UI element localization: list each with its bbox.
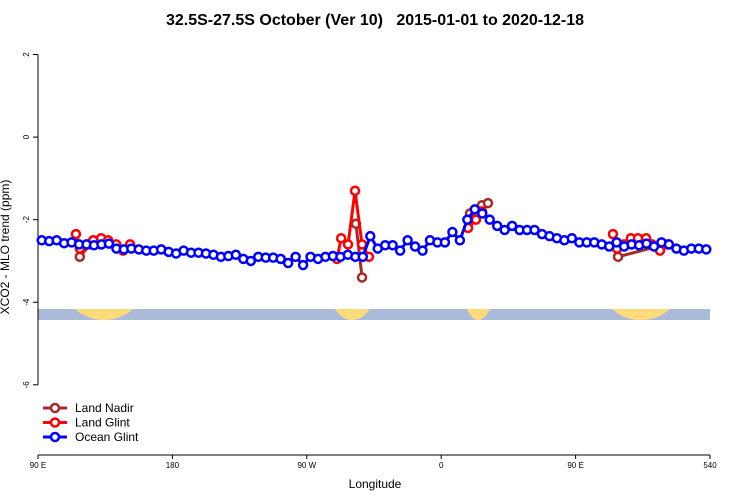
data-point xyxy=(335,232,347,244)
data-point xyxy=(103,238,115,249)
x-tick-label: 90 E xyxy=(30,461,46,470)
data-point xyxy=(462,214,473,225)
data-point xyxy=(275,253,286,265)
data-point xyxy=(365,230,376,242)
x-axis-label: Longitude xyxy=(349,477,402,491)
x-tick-label: 90 E xyxy=(567,461,583,470)
data-point xyxy=(482,197,494,209)
data-point xyxy=(447,226,458,238)
y-tick-label: -4 xyxy=(22,298,31,306)
data-point xyxy=(499,224,510,236)
data-point xyxy=(342,239,354,250)
data-point xyxy=(603,241,615,252)
data-point xyxy=(469,204,481,215)
legend-marker xyxy=(49,417,61,428)
legend-label: Land Glint xyxy=(75,416,130,430)
legend-marker xyxy=(49,402,61,414)
chart-title: 32.5S-27.5S October (Ver 10) 2015-01-01 … xyxy=(166,12,584,29)
data-point xyxy=(484,214,495,225)
y-tick-label: -2 xyxy=(22,216,31,224)
y-axis-label: XCO2 - MLO trend (ppm) xyxy=(0,180,12,315)
data-point xyxy=(349,185,361,197)
y-tick-label: 0 xyxy=(22,134,31,139)
data-point xyxy=(701,244,712,255)
x-tick-label: 540 xyxy=(703,461,717,470)
x-tick-label: 0 xyxy=(439,461,444,470)
legend-label: Land Nadir xyxy=(75,401,134,415)
data-point xyxy=(648,241,660,252)
y-tick-label: -6 xyxy=(22,381,31,389)
data-point xyxy=(394,245,406,256)
legend-label: Ocean Glint xyxy=(75,430,139,444)
data-point xyxy=(387,240,398,251)
data-point xyxy=(506,220,518,232)
data-point xyxy=(409,241,421,252)
data-point xyxy=(230,249,242,261)
y-tick-label: 2 xyxy=(22,52,31,57)
map-strip xyxy=(38,309,710,320)
data-point xyxy=(611,237,622,248)
data-point xyxy=(529,224,540,236)
data-point xyxy=(245,255,257,267)
data-point xyxy=(70,228,82,240)
data-point xyxy=(290,251,301,263)
data-point xyxy=(356,272,368,283)
data-point xyxy=(74,251,86,263)
data-point xyxy=(477,208,488,219)
data-point xyxy=(663,239,675,250)
data-point xyxy=(566,232,578,244)
data-point xyxy=(439,237,451,248)
data-point xyxy=(607,228,619,240)
x-tick-label: 180 xyxy=(166,461,180,470)
data-point xyxy=(402,235,413,246)
legend-marker xyxy=(49,431,61,443)
data-point xyxy=(491,220,503,232)
data-point xyxy=(297,259,309,271)
x-tick-label: 90 W xyxy=(297,461,316,470)
data-point xyxy=(357,251,369,263)
data-point xyxy=(417,245,428,256)
data-point xyxy=(612,251,624,263)
data-point xyxy=(282,257,294,269)
data-point xyxy=(454,235,466,246)
